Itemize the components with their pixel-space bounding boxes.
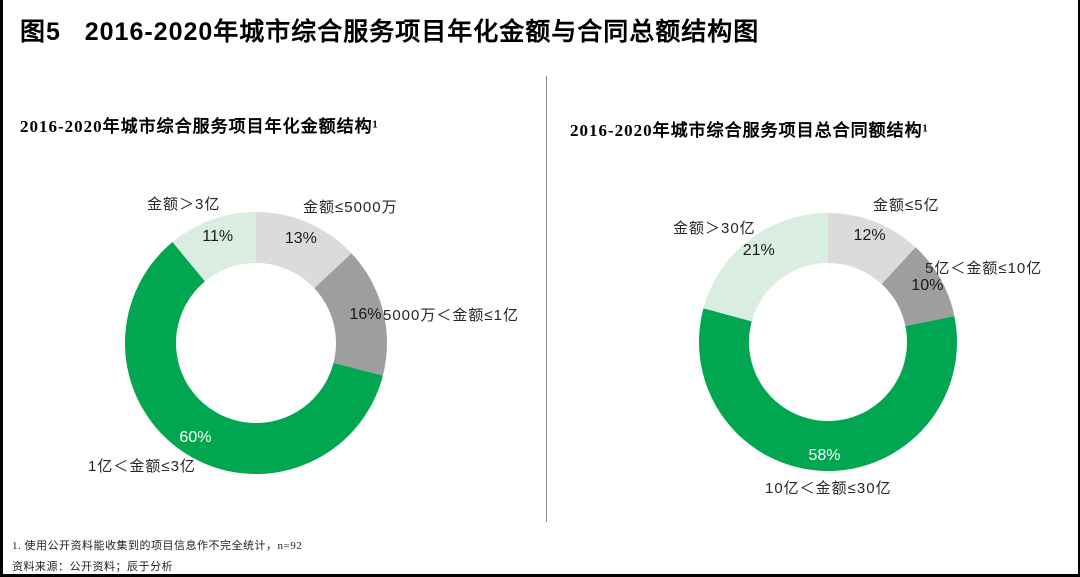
donut-slice-0-2 (124, 242, 383, 475)
donut-slice-1-1 (881, 247, 955, 327)
page-border-right (1078, 0, 1080, 577)
source-note: 资料来源：公开资料；辰于分析 (12, 561, 173, 573)
page-title: 图5 2016-2020年城市综合服务项目年化金额与合同总额结构图 (20, 18, 760, 46)
slice-label: 金额≤5亿 (873, 197, 940, 214)
footnote: 1. 使用公开资料能收集到的项目信息作不完全统计，n=92 (12, 540, 303, 552)
pct-label: 11% (202, 227, 234, 245)
donut-slice-1-0 (828, 213, 916, 285)
slice-label: 5000万＜金额≤1亿 (383, 307, 519, 324)
pct-label: 16% (349, 305, 382, 323)
page-border-bottom (0, 574, 1080, 577)
slice-label: 5亿＜金额≤10亿 (925, 260, 1043, 277)
slice-label: 金额＞30亿 (673, 220, 756, 237)
slice-label: 金额≤5000万 (303, 199, 398, 216)
pct-label: 60% (179, 429, 212, 447)
page-border-left (0, 0, 3, 577)
pct-label: 10% (911, 277, 944, 295)
donut-slice-1-3 (703, 213, 828, 322)
pct-label: 13% (284, 230, 317, 248)
donut-slice-0-1 (314, 253, 387, 376)
pct-label: 58% (808, 446, 841, 464)
donut-slice-0-0 (256, 212, 352, 289)
left-chart-title: 2016-2020年城市综合服务项目年化金额结构¹ (20, 117, 379, 136)
slice-label: 10亿＜金额≤30亿 (765, 480, 892, 497)
slice-label: 金额＞3亿 (147, 196, 221, 213)
pct-label: 12% (853, 226, 886, 244)
pct-label: 21% (742, 242, 775, 260)
donut-slice-0-3 (172, 212, 256, 282)
right-chart-title: 2016-2020年城市综合服务项目总合同额结构¹ (570, 121, 929, 140)
donut-slice-1-2 (698, 308, 957, 472)
vertical-divider (546, 76, 547, 522)
slice-label: 1亿＜金额≤3亿 (88, 458, 196, 475)
